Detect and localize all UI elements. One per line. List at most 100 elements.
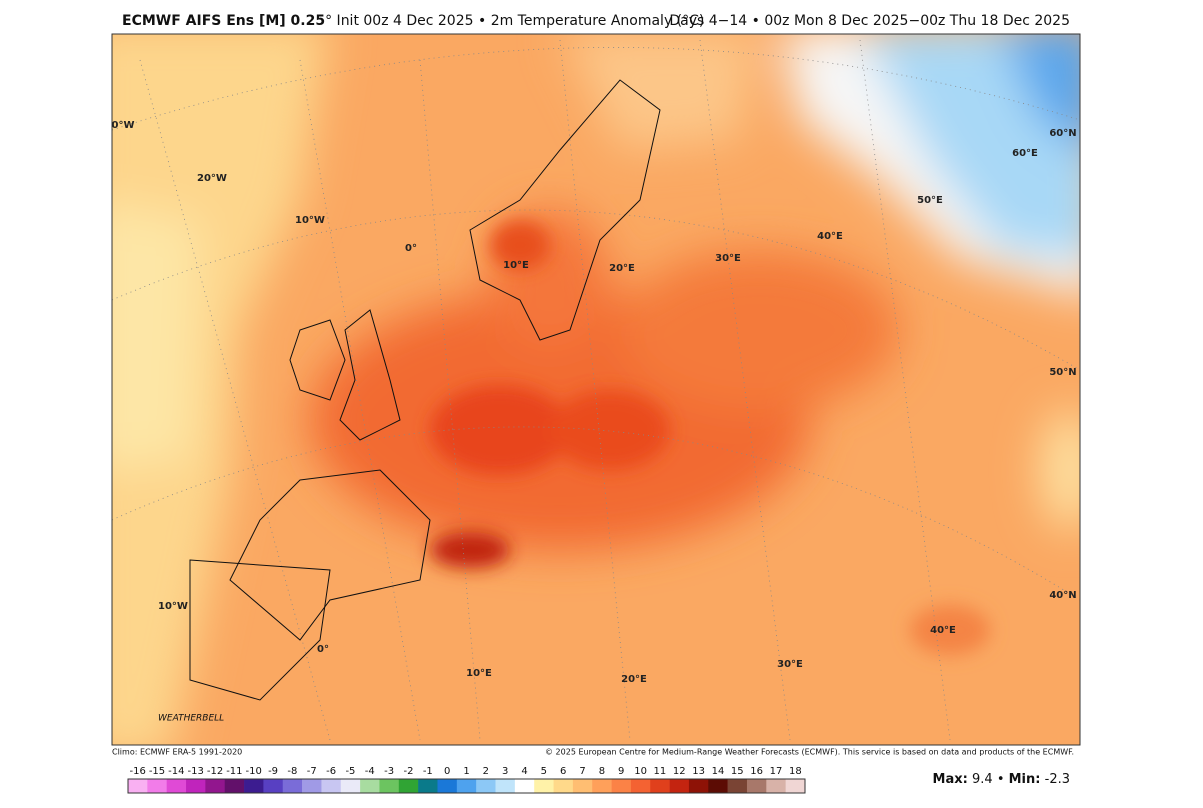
colorbar-label: -3 (384, 766, 394, 777)
map-label: 60°E (1012, 148, 1038, 159)
colorbar-cell (437, 779, 458, 793)
colorbar-label: -5 (345, 766, 355, 777)
stats: Max: 9.4 • Min: -2.3 (933, 772, 1070, 787)
colorbar-cell (553, 779, 574, 793)
colorbar-cell (630, 779, 651, 793)
climo: Climo: ECMWF ERA-5 1991-2020 (112, 748, 242, 757)
map (112, 34, 1080, 745)
colorbar-cell (302, 779, 322, 793)
colorbar-label: -13 (188, 766, 204, 777)
colorbar-label: 2 (483, 766, 489, 777)
map-label: 40°E (930, 625, 956, 636)
colorbar-cell (534, 779, 554, 793)
colorbar-label: -1 (423, 766, 433, 777)
colorbar-label: 3 (502, 766, 508, 777)
colorbar-label: 6 (560, 766, 566, 777)
map-label: 30°E (777, 659, 803, 670)
colorbar-cell (224, 779, 245, 793)
colorbar-label: 14 (712, 766, 725, 777)
colorbar-label: 9 (618, 766, 624, 777)
colorbar-cell (592, 779, 612, 793)
colorbar-label: -11 (226, 766, 242, 777)
colorbar-label: -12 (207, 766, 223, 777)
colorbar-cell (340, 779, 361, 793)
colorbar-label: 16 (750, 766, 763, 777)
colorbar-cell (263, 779, 284, 793)
map-label: 50°N (1049, 367, 1076, 378)
colorbar-label: 0 (444, 766, 450, 777)
colorbar-frame (127, 778, 806, 794)
colorbar-cell (128, 779, 148, 793)
map-label: 50°E (917, 195, 943, 206)
colorbar-label: -8 (287, 766, 297, 777)
colorbar-cell (166, 779, 187, 793)
colorbar-label: -15 (149, 766, 165, 777)
colorbar-cell (727, 779, 748, 793)
colorbar-cell (147, 779, 167, 793)
map-label: 10°E (503, 260, 529, 271)
map-label: 0°W (112, 120, 135, 131)
colorbar-cell (708, 779, 728, 793)
title: ECMWF AIFS Ens [M] 0.25° Init 00z 4 Dec … (122, 13, 704, 29)
colorbar-label: 4 (521, 766, 527, 777)
colorbar-label: -14 (168, 766, 184, 777)
map-label: 40°N (1049, 590, 1076, 601)
map-label: 20°E (621, 674, 647, 685)
map-label: 10°E (466, 668, 492, 679)
colorbar-cell (282, 779, 303, 793)
colorbar-cell (650, 779, 670, 793)
graticule (112, 39, 1080, 741)
colorbar-label: -9 (268, 766, 278, 777)
map-label: 0° (317, 644, 329, 655)
map-label: 30°E (715, 253, 741, 264)
map-label: 20°W (197, 173, 227, 184)
colorbar-label: 8 (599, 766, 605, 777)
colorbar-cell (476, 779, 496, 793)
logo: WEATHERBELL (158, 714, 224, 724)
details: ° Init 00z 4 Dec 2025 • 2m Temperature A… (325, 13, 704, 29)
colorbar-label: -6 (326, 766, 336, 777)
map-label: 10°W (295, 215, 325, 226)
colorbar-cell (746, 779, 767, 793)
coastlines (189, 79, 661, 701)
colorbar-cell (398, 779, 419, 793)
colorbar-cell (418, 779, 438, 793)
colorbar-label: 13 (692, 766, 705, 777)
colorbar-label: -2 (403, 766, 413, 777)
colorbar-label: 17 (770, 766, 783, 777)
max-label: Max: (933, 772, 968, 787)
colorbar-label: 12 (673, 766, 686, 777)
colorbar-label: -7 (307, 766, 317, 777)
separator: • (997, 772, 1005, 787)
colorbar-cell (669, 779, 690, 793)
colorbar-cell (495, 779, 516, 793)
colorbar-cell (456, 779, 477, 793)
colorbar-label: -16 (129, 766, 145, 777)
min: -2.3 (1045, 772, 1070, 787)
max: 9.4 (972, 772, 993, 787)
colorbar-label: 11 (654, 766, 667, 777)
colorbar-label: 5 (541, 766, 547, 777)
map-label: 40°E (817, 231, 843, 242)
colorbar-cell (360, 779, 380, 793)
colorbar-label: -4 (365, 766, 375, 777)
colorbar-cell (611, 779, 632, 793)
map-label: 20°E (609, 263, 635, 274)
colorbar-cell (514, 779, 535, 793)
colorbar-cell (766, 779, 786, 793)
copyright: © 2025 European Centre for Medium-Range … (545, 748, 1074, 757)
colorbar-cell (244, 779, 264, 793)
valid-time: Days 4−14 • 00z Mon 8 Dec 2025−00z Thu 1… (669, 13, 1070, 29)
colorbar-label: -10 (246, 766, 262, 777)
colorbar-cell (688, 779, 709, 793)
colorbar-cell (785, 779, 806, 793)
map-label: 10°W (158, 601, 188, 612)
map-frame (111, 33, 1081, 746)
map-label: 0° (405, 243, 417, 254)
colorbar-label: 15 (731, 766, 744, 777)
colorbar-cell (205, 779, 226, 793)
colorbar-cell (321, 779, 342, 793)
colorbar-cell (186, 779, 206, 793)
colorbar-cell (572, 779, 593, 793)
